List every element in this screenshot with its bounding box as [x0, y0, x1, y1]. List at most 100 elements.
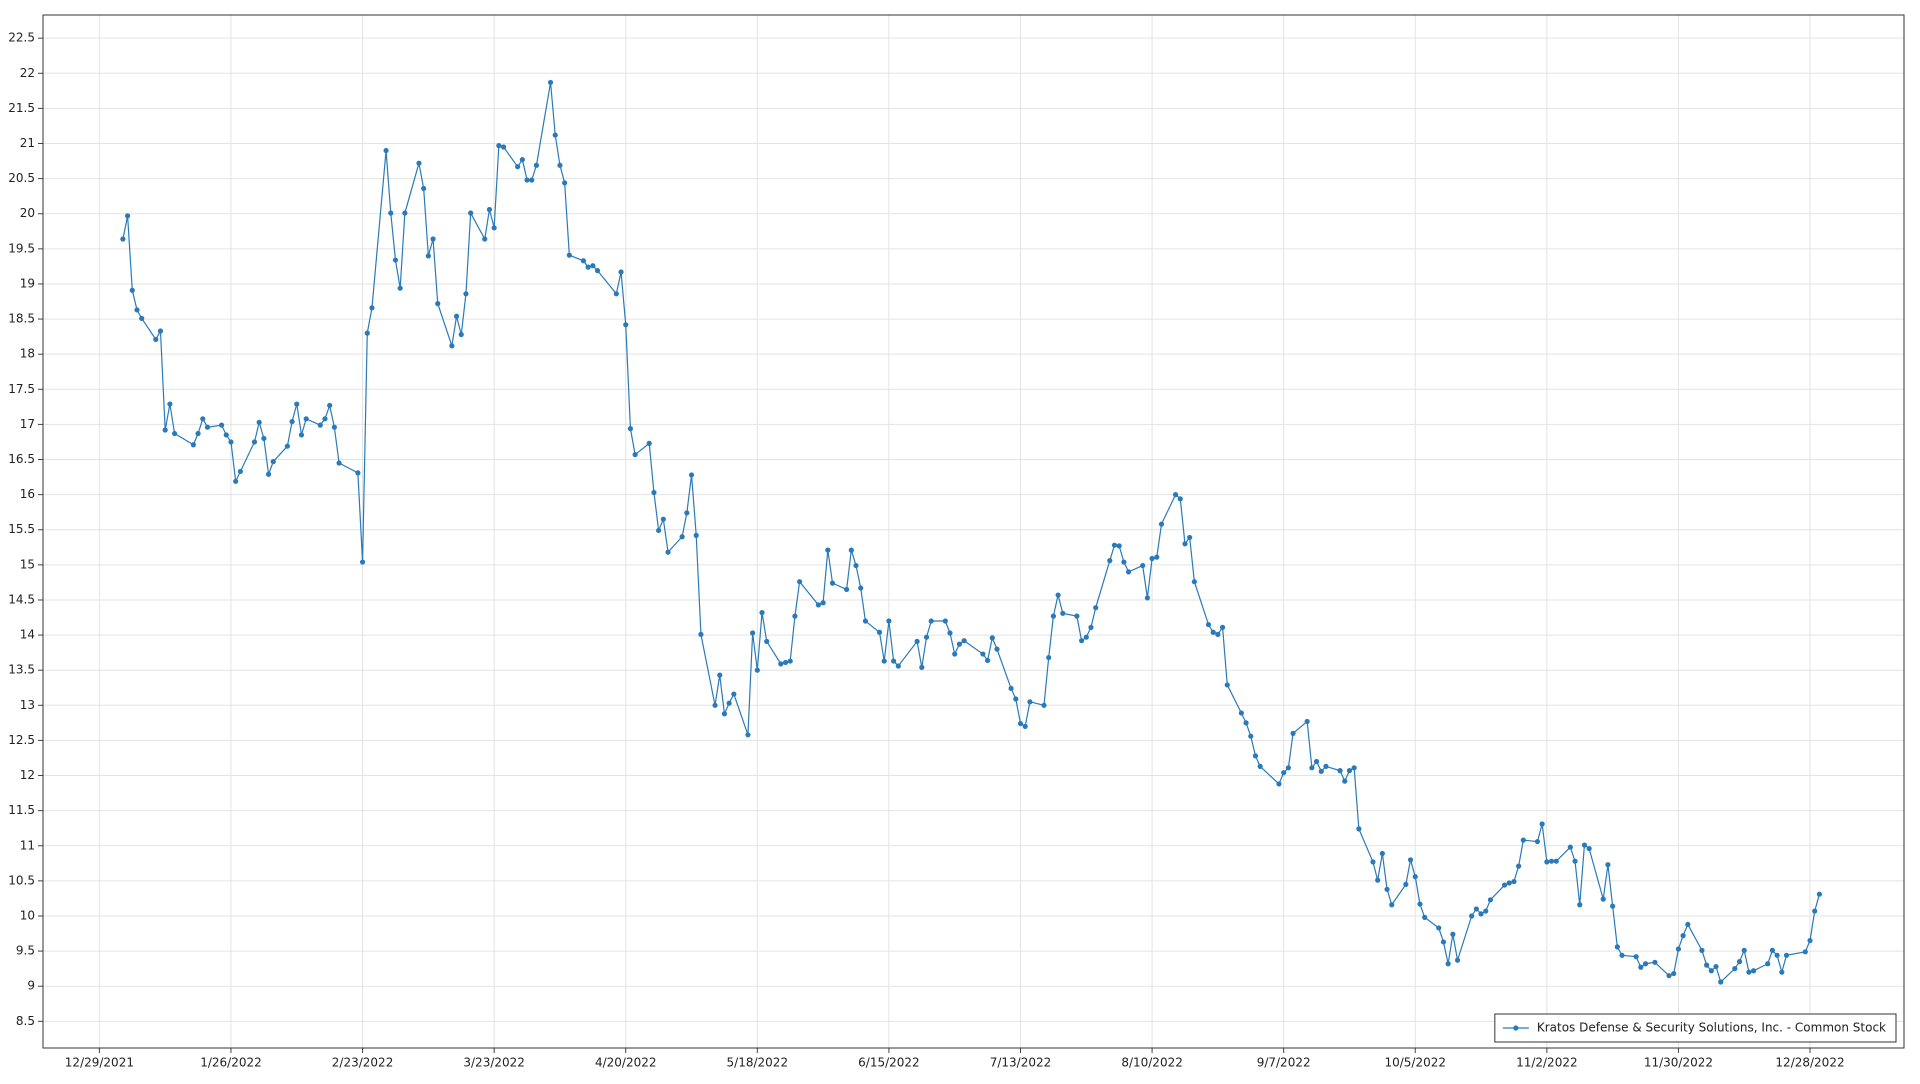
data-point: [825, 547, 831, 553]
data-point: [1351, 765, 1357, 771]
y-tick-label: 15: [20, 557, 35, 571]
data-point: [1417, 901, 1423, 907]
x-tick-label: 1/26/2022: [200, 1056, 262, 1070]
data-point: [1751, 968, 1757, 974]
x-tick-label: 6/15/2022: [858, 1056, 920, 1070]
data-point: [660, 516, 666, 522]
data-point: [1323, 763, 1329, 770]
data-point: [947, 630, 953, 636]
data-point: [1158, 521, 1165, 527]
data-point: [1290, 730, 1296, 736]
data-point: [623, 322, 629, 328]
data-point: [449, 343, 455, 349]
data-point: [651, 489, 657, 496]
data-point: [1013, 696, 1019, 702]
data-point: [1093, 605, 1099, 611]
legend-swatch-dot: [1513, 1025, 1519, 1031]
data-point: [1501, 882, 1508, 888]
data-point: [1581, 842, 1588, 848]
y-tick-label: 22.5: [8, 31, 35, 45]
data-point: [162, 427, 168, 433]
data-point: [585, 264, 591, 270]
data-point: [646, 440, 652, 446]
data-point: [1516, 863, 1522, 869]
data-point: [139, 315, 145, 321]
data-point: [369, 305, 375, 311]
data-point: [1642, 961, 1649, 967]
data-point: [1774, 952, 1780, 958]
data-point: [359, 559, 366, 565]
data-point: [952, 651, 958, 657]
data-point: [233, 478, 239, 484]
data-point: [402, 210, 408, 216]
data-point: [256, 419, 262, 425]
y-tick-label: 19.5: [8, 241, 35, 255]
y-tick-label: 16.5: [8, 452, 35, 466]
data-point: [533, 162, 540, 168]
data-point: [1469, 913, 1475, 919]
y-tick-label: 18.5: [8, 312, 35, 326]
data-point: [1205, 621, 1212, 628]
data-point: [223, 432, 229, 438]
data-point: [923, 634, 930, 640]
data-point: [1520, 837, 1526, 843]
data-point: [515, 164, 521, 170]
data-point: [1548, 858, 1555, 864]
data-point: [764, 638, 770, 645]
data-point: [1318, 768, 1324, 774]
y-tick-label: 14: [20, 628, 35, 642]
y-tick-label: 13: [20, 698, 35, 712]
data-point: [1111, 542, 1118, 548]
data-point: [590, 263, 596, 269]
x-tick-label: 2/23/2022: [332, 1056, 394, 1070]
data-point: [1802, 949, 1808, 955]
data-point: [688, 472, 695, 478]
data-point: [336, 460, 342, 466]
data-point: [1252, 753, 1259, 759]
data-point: [994, 646, 1000, 652]
series-line: [122, 82, 1820, 984]
x-tick-label: 12/28/2022: [1775, 1056, 1844, 1070]
y-tick-label: 9: [27, 979, 35, 993]
data-point: [632, 452, 638, 458]
data-point: [1614, 944, 1620, 950]
y-tick-label: 11: [20, 838, 35, 852]
data-point: [1219, 624, 1226, 630]
data-point: [1605, 862, 1611, 868]
data-point: [1140, 562, 1146, 569]
x-tick-label: 7/13/2022: [990, 1056, 1052, 1070]
data-point: [1633, 954, 1639, 960]
data-point: [1144, 595, 1150, 601]
data-point: [1675, 946, 1682, 952]
data-point: [1619, 952, 1625, 958]
data-point: [392, 257, 399, 263]
y-tick-label: 17.5: [8, 382, 35, 396]
data-point: [265, 471, 272, 477]
data-point: [1276, 781, 1282, 787]
y-tick-label: 12: [20, 768, 35, 782]
y-tick-label: 21.5: [8, 101, 35, 115]
data-point: [1116, 543, 1122, 549]
data-point: [853, 562, 859, 569]
data-point: [656, 527, 662, 534]
y-tick-label: 12.5: [8, 733, 35, 747]
y-tick-label: 18: [20, 347, 35, 361]
data-point: [491, 225, 497, 231]
data-point: [1440, 939, 1447, 945]
data-point: [980, 651, 986, 657]
y-tick-label: 10.5: [8, 873, 35, 887]
data-point: [1177, 496, 1183, 502]
data-point: [1346, 768, 1353, 774]
data-point: [1671, 970, 1677, 977]
data-point: [1741, 947, 1747, 953]
data-point: [524, 177, 530, 183]
data-point: [463, 291, 469, 297]
data-point: [989, 635, 995, 641]
data-point: [1473, 906, 1479, 912]
data-point: [129, 287, 135, 293]
data-point: [1304, 718, 1310, 725]
data-point: [1638, 964, 1644, 970]
data-point: [881, 658, 887, 664]
data-point: [1375, 877, 1381, 883]
data-point: [1511, 878, 1517, 885]
